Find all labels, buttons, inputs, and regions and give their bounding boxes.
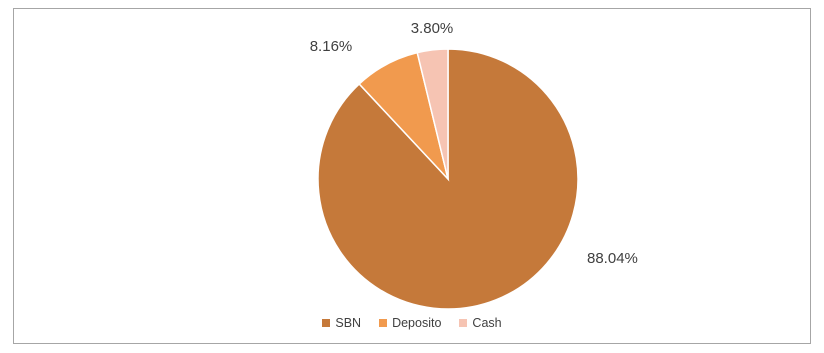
- pie-slices: [317, 48, 579, 310]
- pie-data-labels: 88.04% 8.16% 3.80%: [310, 20, 638, 267]
- chart-area: 88.04% 8.16% 3.80% SBN Deposito Cash: [13, 8, 811, 344]
- legend-item-deposito: Deposito: [379, 316, 441, 330]
- legend-label-cash: Cash: [472, 316, 502, 330]
- pie-chart: 88.04% 8.16% 3.80%: [310, 20, 638, 310]
- data-label-cash: 3.80%: [411, 20, 454, 37]
- legend-swatch-cash: [459, 319, 468, 327]
- legend: SBN Deposito Cash: [14, 316, 810, 330]
- legend-swatch-sbn: [322, 319, 331, 327]
- legend-item-sbn: SBN: [322, 316, 361, 330]
- legend-label-deposito: Deposito: [392, 316, 442, 330]
- legend-label-sbn: SBN: [335, 316, 362, 330]
- legend-item-cash: Cash: [459, 316, 502, 330]
- data-label-sbn: 88.04%: [587, 250, 638, 267]
- pie-slice-cash: [416, 48, 449, 180]
- legend-swatch-deposito: [379, 319, 388, 327]
- data-label-deposito: 8.16%: [310, 38, 353, 55]
